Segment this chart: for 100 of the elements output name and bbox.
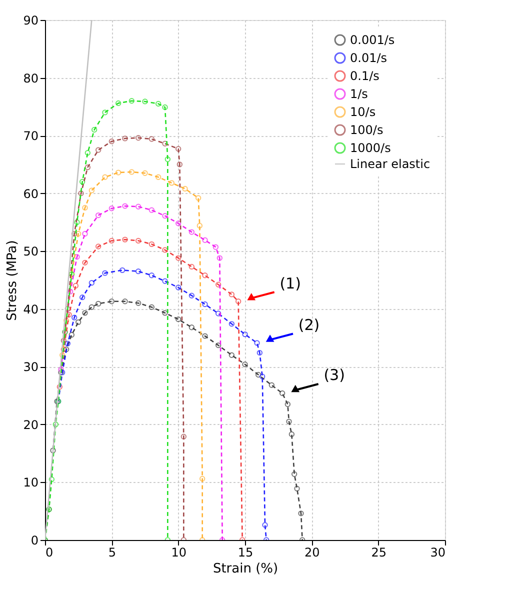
y-tick-label: 30 (23, 360, 38, 374)
point (284, 401, 291, 408)
point (67, 288, 74, 294)
point (162, 247, 168, 253)
point (88, 304, 95, 310)
point (91, 126, 98, 133)
point (84, 164, 91, 170)
point (176, 162, 183, 168)
point (175, 255, 182, 261)
point (188, 292, 195, 298)
legend-label: 0.1/s (350, 69, 380, 83)
point (195, 195, 202, 201)
point (72, 282, 79, 289)
point (175, 220, 182, 226)
point (95, 300, 102, 307)
y-tick-label: 0 (30, 534, 38, 548)
point (162, 310, 168, 316)
point (180, 434, 187, 440)
point (102, 174, 108, 180)
point (155, 174, 162, 180)
point (228, 352, 235, 358)
point (128, 98, 135, 104)
point (79, 178, 86, 185)
point (148, 272, 155, 278)
point (95, 147, 102, 153)
point (162, 140, 168, 146)
point (168, 180, 175, 186)
point (162, 278, 168, 284)
point (135, 300, 142, 306)
point (286, 418, 292, 424)
point (175, 146, 182, 152)
point (212, 244, 219, 250)
point (58, 366, 64, 372)
point (215, 310, 222, 316)
point (95, 212, 102, 218)
y-axis-title: Stress (MPa) (5, 240, 20, 321)
point (196, 222, 203, 229)
point (182, 186, 188, 192)
point (66, 312, 72, 318)
point (68, 332, 75, 338)
y-tick-label: 50 (23, 244, 38, 259)
point (135, 135, 142, 141)
point (148, 207, 155, 213)
point (199, 476, 206, 482)
point (71, 314, 78, 320)
x-tick-label: 20 (304, 546, 320, 560)
point (202, 272, 208, 278)
y-tick-label: 80 (23, 71, 38, 86)
point (215, 342, 222, 348)
point (175, 316, 182, 322)
point (242, 362, 248, 368)
point (119, 267, 126, 274)
point (115, 170, 122, 176)
point (122, 298, 128, 304)
y-tick-label: 90 (23, 14, 38, 28)
annotation: (1) (280, 274, 301, 292)
point (288, 431, 295, 438)
annotation: (3) (324, 366, 345, 384)
y-tick-label: 20 (23, 418, 38, 432)
point (228, 292, 235, 298)
point (215, 282, 222, 288)
point (228, 321, 235, 327)
point (95, 244, 102, 250)
x-tick-label: 15 (238, 546, 254, 560)
point (164, 156, 171, 162)
x-tick-label: 0 (46, 546, 54, 560)
legend-label: 10/s (350, 105, 376, 119)
point (135, 238, 142, 244)
point (102, 270, 108, 276)
point (84, 150, 91, 156)
point (202, 333, 208, 339)
point (268, 382, 275, 388)
point (254, 340, 260, 346)
point (56, 384, 63, 390)
point (75, 230, 82, 237)
point (88, 280, 95, 286)
point (108, 206, 115, 212)
annotation: (2) (298, 316, 320, 334)
point (78, 190, 84, 196)
point (82, 260, 88, 266)
y-tick-label: 10 (23, 476, 38, 490)
point (108, 238, 115, 244)
legend-label: 0.01/s (350, 51, 388, 65)
point (162, 104, 168, 110)
point (60, 338, 67, 344)
point (74, 254, 80, 260)
x-axis-title: Strain (%) (212, 562, 278, 576)
point (82, 310, 88, 316)
point (122, 236, 128, 242)
point (255, 372, 262, 378)
x-tick-label: 5 (108, 546, 116, 560)
point (256, 350, 263, 356)
point (59, 352, 66, 358)
legend-label: Linear elastic (350, 157, 430, 171)
legend-label: 100/s (350, 123, 384, 137)
point (135, 268, 142, 274)
point (235, 298, 242, 304)
point (294, 486, 300, 492)
point (188, 264, 195, 270)
point (242, 331, 248, 338)
